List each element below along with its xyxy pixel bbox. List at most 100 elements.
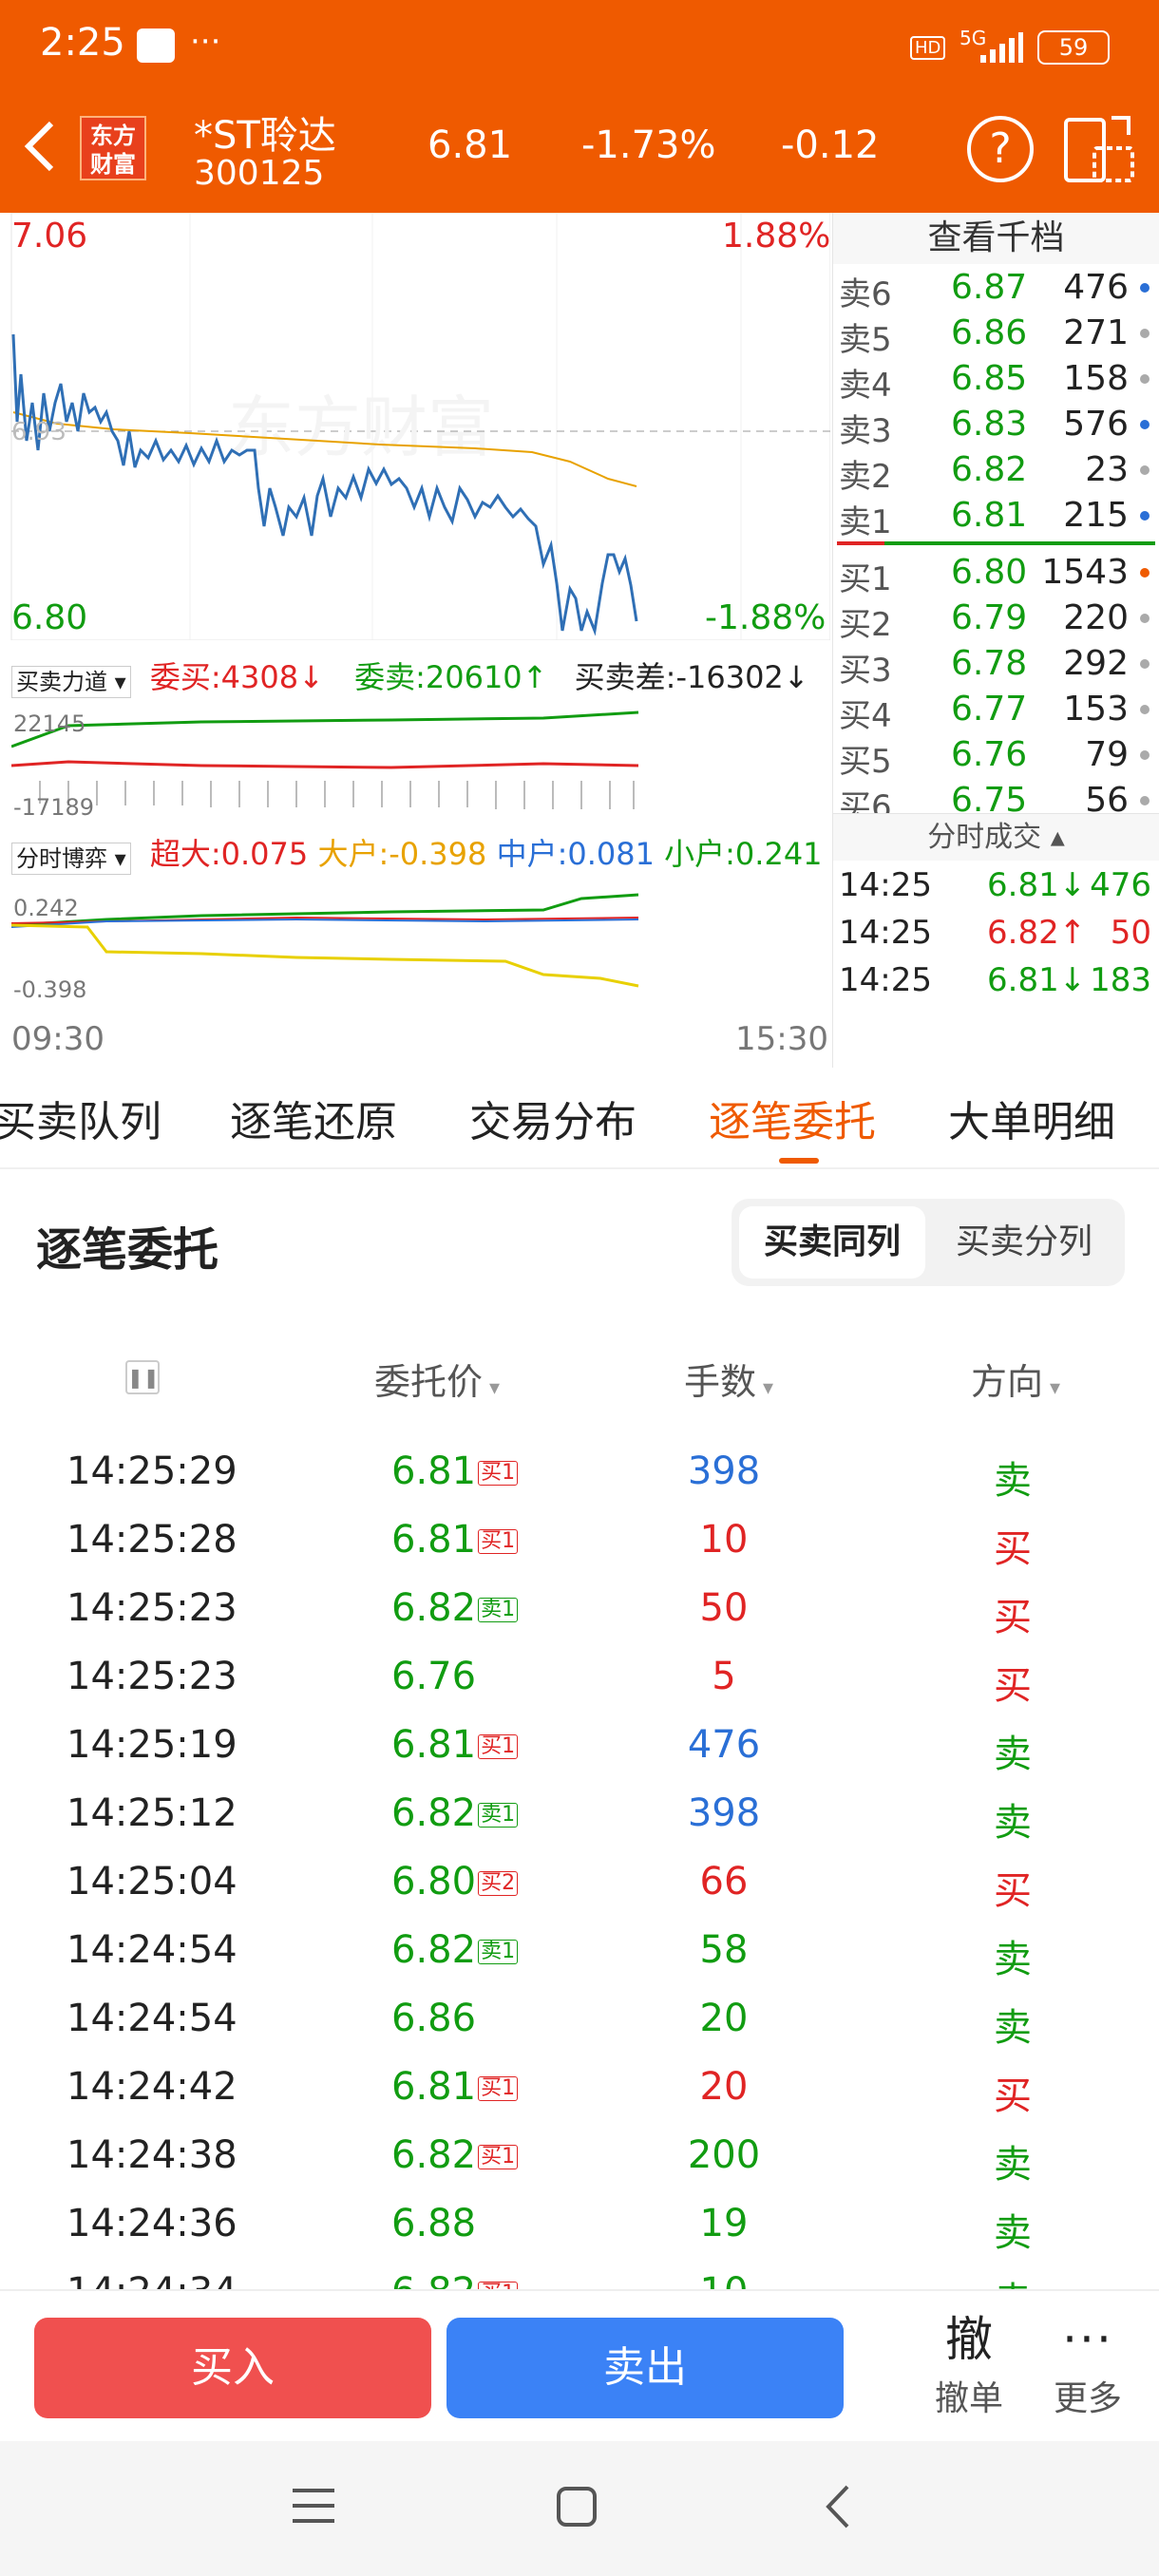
asks-volume: 215 <box>1063 496 1129 535</box>
table-row[interactable]: 14:25:23 6.76 5 买 <box>0 1641 1159 1710</box>
trades-title-label: 分时成交 <box>927 821 1042 854</box>
asks-row[interactable]: 卖3 6.83 576 <box>833 401 1159 450</box>
trade-list: 14:25 6.81↓ 476 14:25 6.82↑ 50 14:25 6.8… <box>833 861 1159 1003</box>
asks-row[interactable]: 卖6 6.87 476 <box>833 264 1159 313</box>
toggle-same-column[interactable]: 买卖同列 <box>739 1206 925 1279</box>
table-row[interactable]: 14:24:36 6.88 19 卖 <box>0 2188 1159 2257</box>
bids-row[interactable]: 买3 6.78 292 <box>833 640 1159 690</box>
table-row[interactable]: 14:25:19 6.81 买1 476 卖 <box>0 1710 1159 1778</box>
order-book-title[interactable]: 查看千档 <box>833 213 1159 264</box>
stock-header: 东方 财富 *ST聆达 300125 6.81 -1.73% -0.12 ? <box>0 95 1159 213</box>
sort-icon: ▾ <box>756 1376 774 1400</box>
order-price: 6.81 <box>391 2065 477 2109</box>
asks-price: 6.81 <box>951 496 1028 535</box>
order-price: 6.80 <box>391 1860 477 1904</box>
order-volume: 20 <box>699 2065 749 2109</box>
status-time: 2:25 <box>40 21 125 65</box>
asks-price: 6.82 <box>951 450 1028 489</box>
battery-level: 59 <box>1058 34 1089 61</box>
trade-row: 14:25 6.82↑ 50 <box>833 908 1159 956</box>
cancel-order-button[interactable]: 撤 撤单 <box>902 2308 1036 2420</box>
change-amount: -0.12 <box>781 123 880 167</box>
bids-price: 6.75 <box>951 781 1028 813</box>
chart-prev-close: 6.93 <box>11 418 66 446</box>
order-volume: 66 <box>699 1860 749 1904</box>
bids-row[interactable]: 买5 6.76 79 <box>833 731 1159 781</box>
asks-level-label: 卖3 <box>839 412 892 450</box>
bids-row[interactable]: 买4 6.77 153 <box>833 686 1159 735</box>
strength-header: 买卖力道 ▾ 委买:4308↓ 委卖:20610↑ 买卖差:-16302↓ <box>11 653 830 698</box>
chart-low-price: 6.80 <box>11 598 88 637</box>
table-row[interactable]: 14:24:54 6.82 卖1 58 卖 <box>0 1915 1159 1983</box>
table-row[interactable]: 14:25:29 6.81 买1 398 卖 <box>0 1436 1159 1505</box>
buy-button[interactable]: 买入 <box>34 2318 431 2418</box>
hd-badge: HD <box>910 36 946 60</box>
order-time: 14:25:19 <box>66 1723 238 1767</box>
header-price[interactable]: 委托价 ▾ <box>374 1353 500 1405</box>
trade-row: 14:25 6.81↓ 183 <box>833 956 1159 1003</box>
strength-top-value: 22145 <box>13 710 86 737</box>
bids-price: 6.76 <box>951 735 1028 774</box>
header-volume[interactable]: 手数 ▾ <box>684 1353 773 1405</box>
game-selector[interactable]: 分时博弈 ▾ <box>11 842 131 875</box>
table-row[interactable]: 14:25:23 6.82 卖1 50 买 <box>0 1573 1159 1641</box>
back-nav-icon[interactable] <box>819 2483 857 2530</box>
order-price: 6.82 <box>391 2270 476 2289</box>
order-volume: 5 <box>712 1655 736 1698</box>
intraday-chart-area: 东方财富 7.06 1.88% 6.93 6.80 -1.88% 买卖力道 ▾ … <box>0 213 1159 1068</box>
order-time: 14:25:12 <box>66 1791 238 1835</box>
chart-low-pct: -1.88% <box>705 598 826 637</box>
asks-dot-icon <box>1140 511 1150 521</box>
avg-price-line <box>12 411 637 487</box>
table-row[interactable]: 14:24:38 6.82 买1 200 卖 <box>0 2120 1159 2188</box>
bids-level-label: 买3 <box>839 652 892 690</box>
order-price-cell: 6.81 买1 <box>391 2065 519 2109</box>
more-button[interactable]: ··· 更多 <box>1026 2308 1150 2420</box>
asks-price: 6.83 <box>951 405 1028 444</box>
asks-price: 6.87 <box>951 268 1028 307</box>
detail-tabs: 买卖队列 逐笔还原 交易分布 逐笔委托 大单明细 <box>0 1069 1159 1169</box>
price-chart[interactable]: 东方财富 <box>0 213 830 640</box>
bids-row[interactable]: 买1 6.80 1543 <box>833 549 1159 598</box>
bids-row[interactable]: 买2 6.79 220 <box>833 595 1159 644</box>
asks-row[interactable]: 卖1 6.81 215 <box>833 492 1159 541</box>
table-row[interactable]: 14:24:42 6.81 买1 20 买 <box>0 2052 1159 2120</box>
table-row[interactable]: 14:25:28 6.81 买1 10 买 <box>0 1505 1159 1573</box>
order-time: 14:24:42 <box>66 2065 238 2109</box>
tab-restore[interactable]: 逐笔还原 <box>230 1098 397 1146</box>
game-small: 小户:0.241 <box>664 836 823 872</box>
home-icon[interactable] <box>555 2485 598 2529</box>
table-row[interactable]: 14:25:12 6.82 卖1 398 卖 <box>0 1778 1159 1847</box>
order-price-cell: 6.81 买1 <box>391 1723 519 1767</box>
tab-orders[interactable]: 逐笔委托 <box>709 1098 876 1146</box>
tab-queue[interactable]: 买卖队列 <box>0 1098 162 1146</box>
table-row[interactable]: 14:24:54 6.86 20 卖 <box>0 1983 1159 2052</box>
table-row[interactable]: 14:25:04 6.80 买2 66 买 <box>0 1847 1159 1915</box>
trades-title[interactable]: 分时成交 ▴ <box>833 813 1159 861</box>
order-volume: 398 <box>687 1791 761 1835</box>
strength-selector[interactable]: 买卖力道 ▾ <box>11 665 131 698</box>
toggle-split-column[interactable]: 买卖分列 <box>955 1222 1092 1261</box>
help-icon[interactable]: ? <box>967 116 1034 182</box>
trade-volume: 183 <box>1090 961 1151 999</box>
tab-large-orders[interactable]: 大单明细 <box>948 1098 1115 1146</box>
asks-row[interactable]: 卖4 6.85 158 <box>833 355 1159 405</box>
pause-icon[interactable]: ❚❚ <box>125 1360 160 1394</box>
tab-distribution[interactable]: 交易分布 <box>469 1098 636 1146</box>
strength-sell: 委卖:20610↑ <box>354 659 548 695</box>
order-book: 查看千档 卖6 6.87 476 卖5 6.86 271 卖4 6.85 158… <box>832 213 1159 1068</box>
asks-row[interactable]: 卖2 6.82 23 <box>833 446 1159 496</box>
bids-level-label: 买1 <box>839 560 892 598</box>
sell-button[interactable]: 卖出 <box>446 2318 844 2418</box>
asks-volume: 576 <box>1063 405 1129 444</box>
menu-icon[interactable] <box>291 2485 336 2527</box>
back-icon[interactable] <box>19 118 63 175</box>
header-direction[interactable]: 方向 ▾ <box>971 1353 1060 1405</box>
landscape-toggle-icon[interactable] <box>1062 114 1136 184</box>
bids-row[interactable]: 买6 6.75 56 <box>833 777 1159 813</box>
caret-up-icon: ▴ <box>1041 821 1065 854</box>
chart-high-price: 7.06 <box>11 217 88 256</box>
order-price: 6.81 <box>391 1723 477 1767</box>
asks-row[interactable]: 卖5 6.86 271 <box>833 310 1159 359</box>
